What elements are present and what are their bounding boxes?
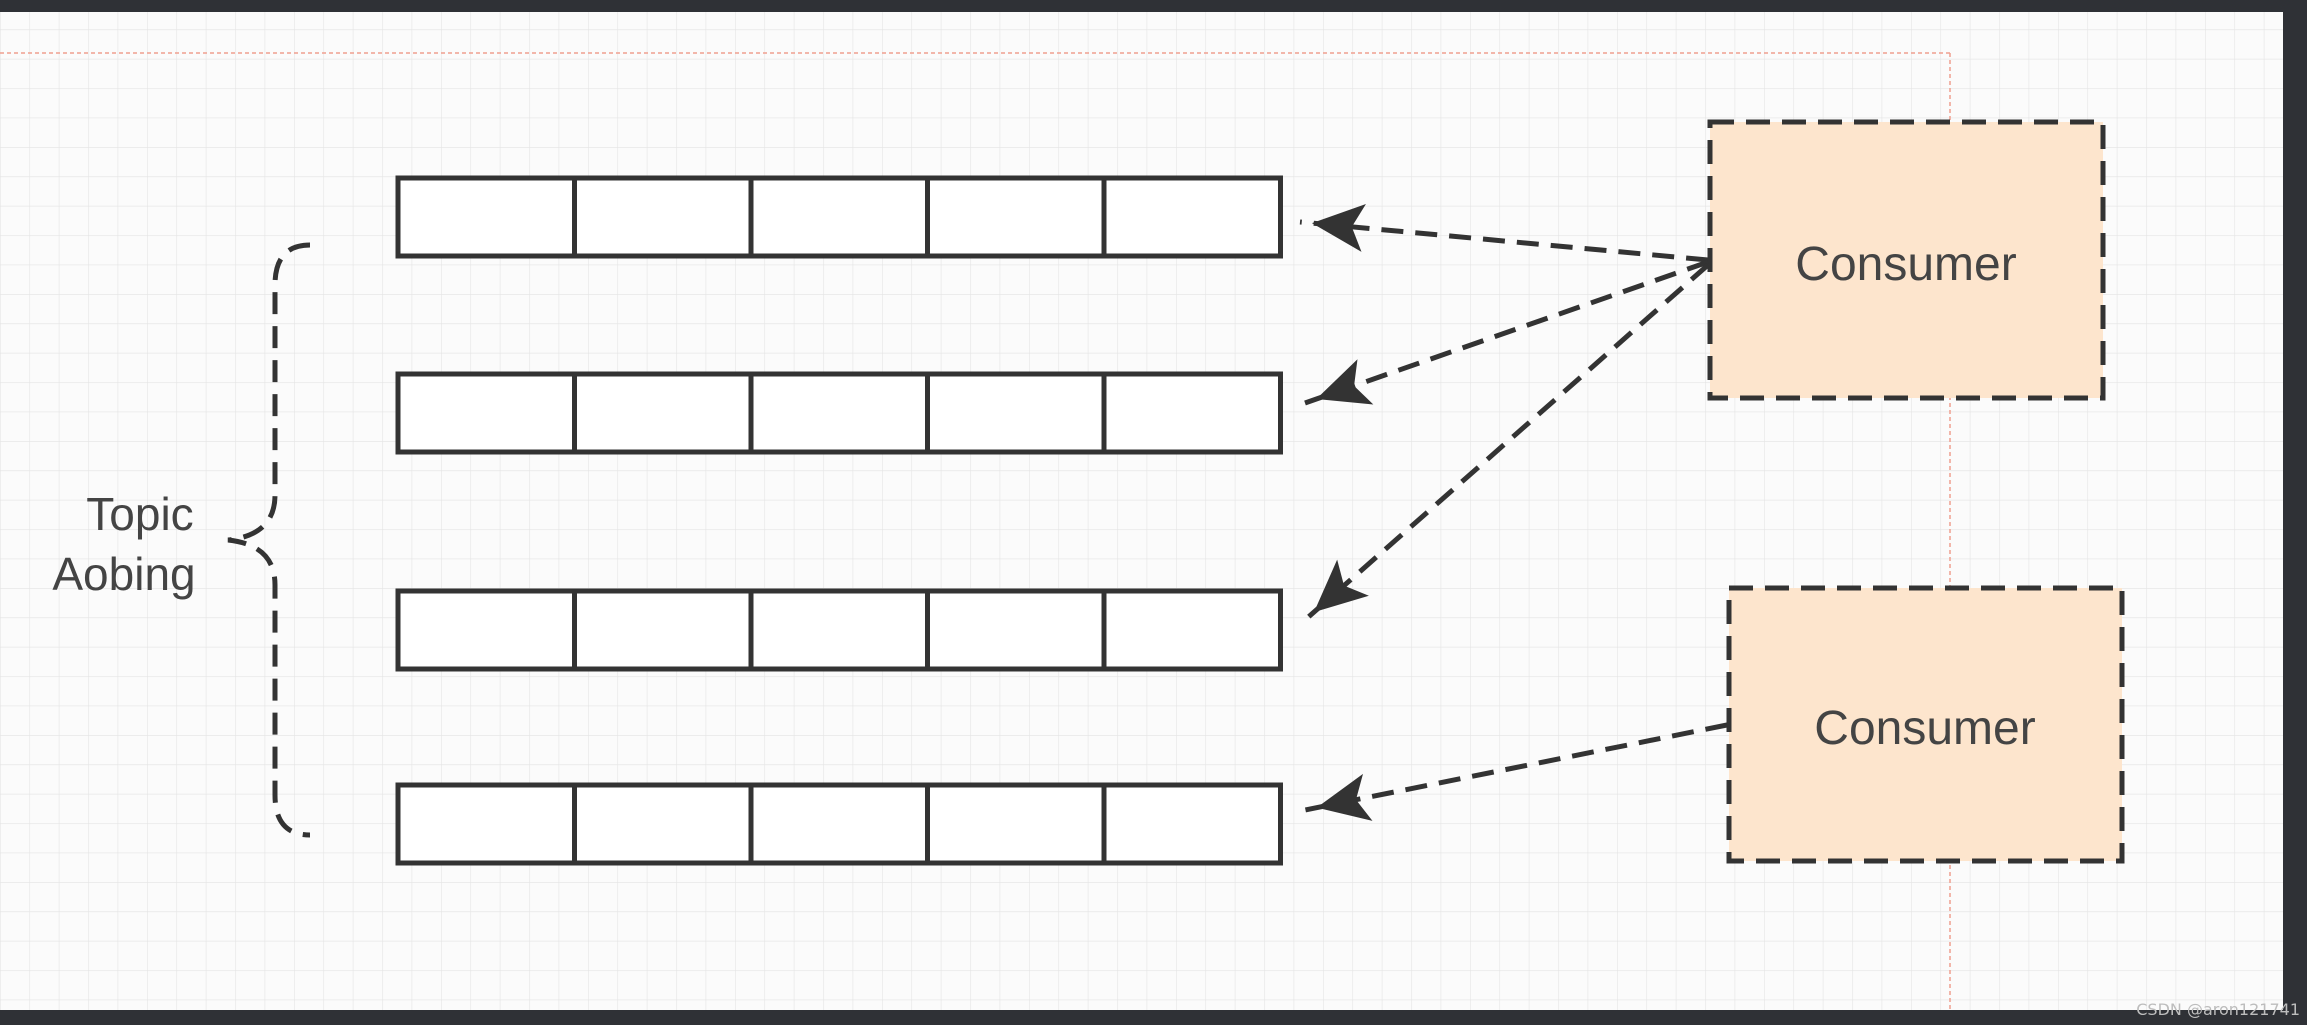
partition-4-cell-4	[925, 782, 1107, 866]
partition-1-cell-2	[572, 175, 754, 259]
topic-brace	[227, 242, 311, 838]
partition-2-cell-3	[748, 371, 930, 455]
arrow-consumer1-partition1-head	[1311, 204, 1366, 252]
partition-4-cell-1	[395, 782, 577, 866]
consumer-2-label: Consumer	[1814, 702, 2035, 755]
partition-4	[395, 782, 1283, 866]
partition-2-cell-4	[925, 371, 1107, 455]
watermark-text: CSDN @aron121741	[2136, 1000, 2300, 1019]
partition-1-cell-1	[395, 175, 577, 259]
partition-3	[395, 588, 1283, 672]
arrow-consumer1-partition3-head	[1314, 559, 1369, 613]
partition-2	[395, 371, 1283, 455]
arrows	[1299, 204, 1728, 821]
partition-4-cell-2	[572, 782, 754, 866]
consumer-1[interactable]: Consumer	[1707, 119, 2106, 401]
partition-2-cell-2	[572, 371, 754, 455]
partition-2-cell-5	[1101, 371, 1283, 455]
consumer-2[interactable]: Consumer	[1726, 585, 2125, 864]
consumer-1-box	[1707, 119, 2106, 401]
partition-3-cell-2	[572, 588, 754, 672]
partition-3-cell-5	[1101, 588, 1283, 672]
partition-3-cell-4	[925, 588, 1107, 672]
partitions	[395, 175, 1283, 866]
partition-4-cell-5	[1101, 782, 1283, 866]
topic-label-line1: Topic	[86, 488, 193, 540]
arrow-consumer1-partition2-head	[1316, 359, 1374, 405]
arrow-consumer1-partition1	[1299, 219, 1709, 263]
partition-2-cell-1	[395, 371, 577, 455]
partition-1-cell-5	[1101, 175, 1283, 259]
consumer-1-label: Consumer	[1795, 238, 2016, 291]
partition-1-cell-3	[748, 175, 930, 259]
partition-3-cell-3	[748, 588, 930, 672]
arrow-consumer1-partition3	[1303, 263, 1710, 622]
partition-3-cell-1	[395, 588, 577, 672]
consumer-2-box	[1726, 585, 2125, 864]
partition-1-cell-4	[925, 175, 1107, 259]
arrow-consumer2-partition4	[1304, 722, 1728, 813]
partition-1	[395, 175, 1283, 259]
topic-label-line2: Aobing	[52, 548, 195, 600]
partition-4-cell-3	[748, 782, 930, 866]
arrow-consumer2-partition4-head	[1316, 773, 1373, 821]
arrow-consumer1-partition2	[1304, 259, 1709, 406]
